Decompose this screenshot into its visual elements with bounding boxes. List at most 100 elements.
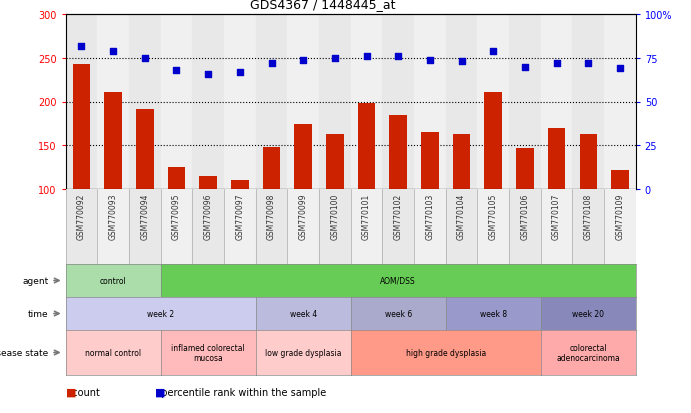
Text: count: count [66, 387, 100, 397]
Bar [540, 190, 572, 264]
Bar [548, 128, 565, 190]
Text: disease state: disease state [0, 348, 48, 357]
Bar [192, 190, 224, 264]
Text: GSM770103: GSM770103 [426, 193, 435, 240]
Text: GSM770105: GSM770105 [489, 193, 498, 240]
Text: GSM770097: GSM770097 [236, 193, 245, 240]
Point [551, 61, 562, 67]
Bar [129, 15, 160, 190]
Bar [516, 149, 533, 190]
Bar [382, 190, 414, 264]
Bar [509, 15, 540, 190]
Point [266, 61, 277, 67]
Text: week 6: week 6 [385, 309, 412, 318]
Bar [414, 190, 446, 264]
Bar [256, 190, 287, 264]
Bar [446, 190, 477, 264]
Bar [294, 125, 312, 190]
Bar [129, 190, 160, 264]
Text: percentile rank within the sample: percentile rank within the sample [155, 387, 327, 397]
Point [202, 71, 214, 78]
Text: GSM770104: GSM770104 [457, 193, 466, 240]
Text: GSM770095: GSM770095 [172, 193, 181, 240]
Text: AOM/DSS: AOM/DSS [380, 276, 416, 285]
Text: week 8: week 8 [480, 309, 507, 318]
Text: normal control: normal control [85, 348, 141, 357]
Bar [477, 190, 509, 264]
Text: ■: ■ [66, 387, 76, 397]
Bar [572, 15, 604, 190]
Text: GSM770094: GSM770094 [140, 193, 149, 240]
Bar [572, 190, 604, 264]
Bar [287, 15, 319, 190]
Text: inflamed colorectal
mucosa: inflamed colorectal mucosa [171, 343, 245, 362]
Bar [484, 93, 502, 190]
Bar [256, 15, 287, 190]
Text: GSM770093: GSM770093 [108, 193, 117, 240]
Bar [350, 15, 382, 190]
Point [234, 69, 245, 76]
Text: GSM770107: GSM770107 [552, 193, 561, 240]
Point [108, 48, 119, 55]
Bar [97, 15, 129, 190]
Bar [446, 15, 477, 190]
Text: colorectal
adenocarcinoma: colorectal adenocarcinoma [556, 343, 620, 362]
Bar [136, 110, 153, 190]
Bar [382, 15, 414, 190]
Bar [350, 190, 382, 264]
Point [614, 66, 625, 72]
Bar [168, 168, 185, 190]
Text: time: time [28, 309, 48, 318]
Point [488, 48, 499, 55]
Bar [326, 135, 343, 190]
Point [520, 64, 531, 71]
Bar [287, 190, 319, 264]
Bar [319, 15, 350, 190]
Point [456, 59, 467, 65]
Text: high grade dysplasia: high grade dysplasia [406, 348, 486, 357]
Bar [477, 15, 509, 190]
Bar [540, 15, 572, 190]
Bar [73, 65, 91, 190]
Text: GSM770106: GSM770106 [520, 193, 529, 240]
Text: GSM770101: GSM770101 [362, 193, 371, 240]
Text: ■: ■ [155, 387, 166, 397]
Bar [414, 15, 446, 190]
Bar [604, 15, 636, 190]
Bar [192, 15, 224, 190]
Text: week 20: week 20 [572, 309, 604, 318]
Text: GSM770096: GSM770096 [204, 193, 213, 240]
Text: GSM770098: GSM770098 [267, 193, 276, 240]
Bar [160, 15, 192, 190]
Bar [358, 104, 375, 190]
Bar [453, 135, 471, 190]
Bar [580, 135, 597, 190]
Bar [66, 190, 97, 264]
Point [330, 55, 341, 62]
Text: GDS4367 / 1448445_at: GDS4367 / 1448445_at [250, 0, 396, 11]
Bar [509, 190, 540, 264]
Bar [97, 190, 129, 264]
Text: week 4: week 4 [290, 309, 316, 318]
Text: week 2: week 2 [147, 309, 174, 318]
Point [76, 43, 87, 50]
Bar [104, 93, 122, 190]
Text: GSM770102: GSM770102 [394, 193, 403, 240]
Bar [263, 147, 281, 190]
Bar [200, 176, 217, 190]
Bar [611, 170, 629, 190]
Point [392, 54, 404, 60]
Bar [160, 190, 192, 264]
Bar [231, 181, 249, 190]
Point [583, 61, 594, 67]
Point [171, 67, 182, 74]
Text: low grade dysplasia: low grade dysplasia [265, 348, 341, 357]
Bar [224, 190, 256, 264]
Text: GSM770108: GSM770108 [584, 193, 593, 240]
Bar [66, 15, 97, 190]
Text: GSM770092: GSM770092 [77, 193, 86, 240]
Bar [604, 190, 636, 264]
Point [361, 54, 372, 60]
Text: agent: agent [22, 276, 48, 285]
Text: GSM770109: GSM770109 [616, 193, 625, 240]
